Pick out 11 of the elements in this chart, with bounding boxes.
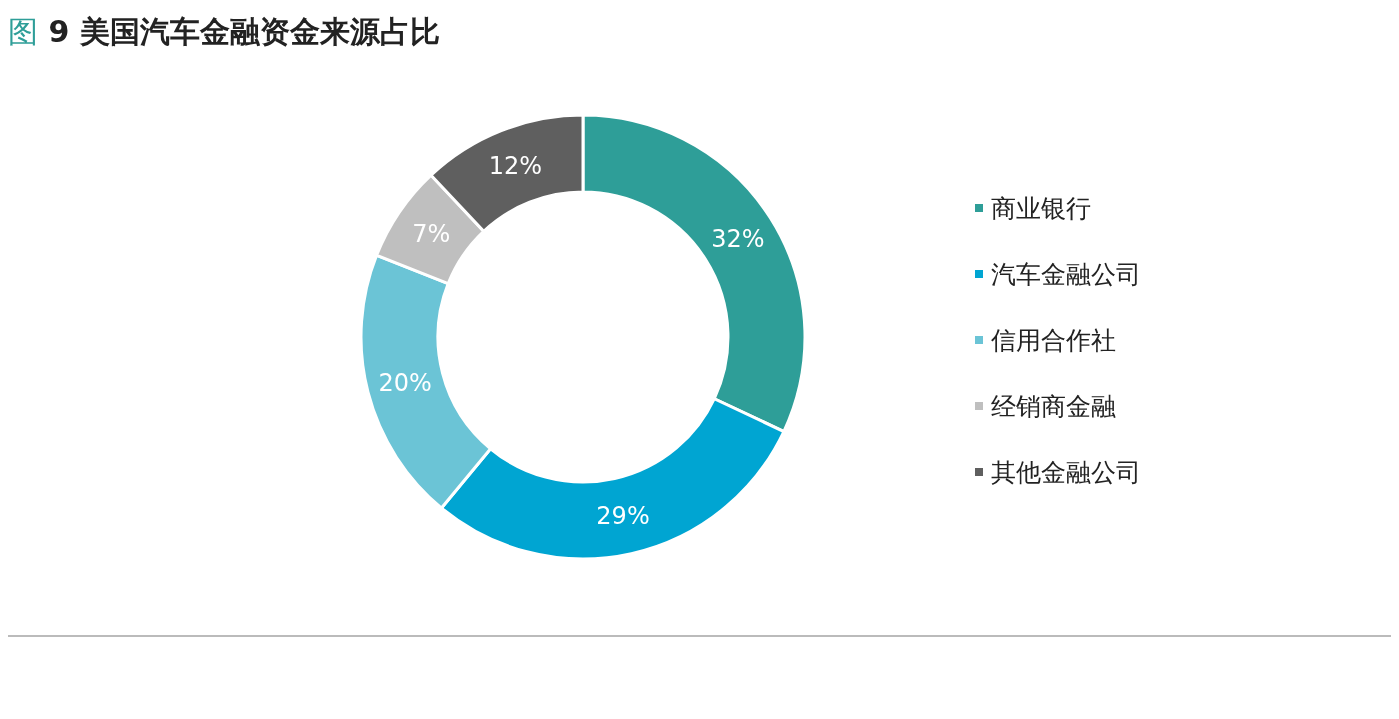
data-label: 32% <box>711 224 765 253</box>
legend-label: 经销商金融 <box>991 391 1116 421</box>
data-label: 7% <box>412 219 451 248</box>
legend-label: 其他金融公司 <box>991 457 1141 487</box>
legend-label: 汽车金融公司 <box>991 259 1141 289</box>
data-label: 20% <box>378 368 432 397</box>
chart-title: 图 9 美国汽车金融资金来源占比 <box>8 14 440 49</box>
legend-label: 商业银行 <box>991 193 1091 223</box>
legend-label: 信用合作社 <box>991 325 1116 355</box>
data-label: 12% <box>488 152 543 181</box>
data-label: 29% <box>596 502 650 531</box>
